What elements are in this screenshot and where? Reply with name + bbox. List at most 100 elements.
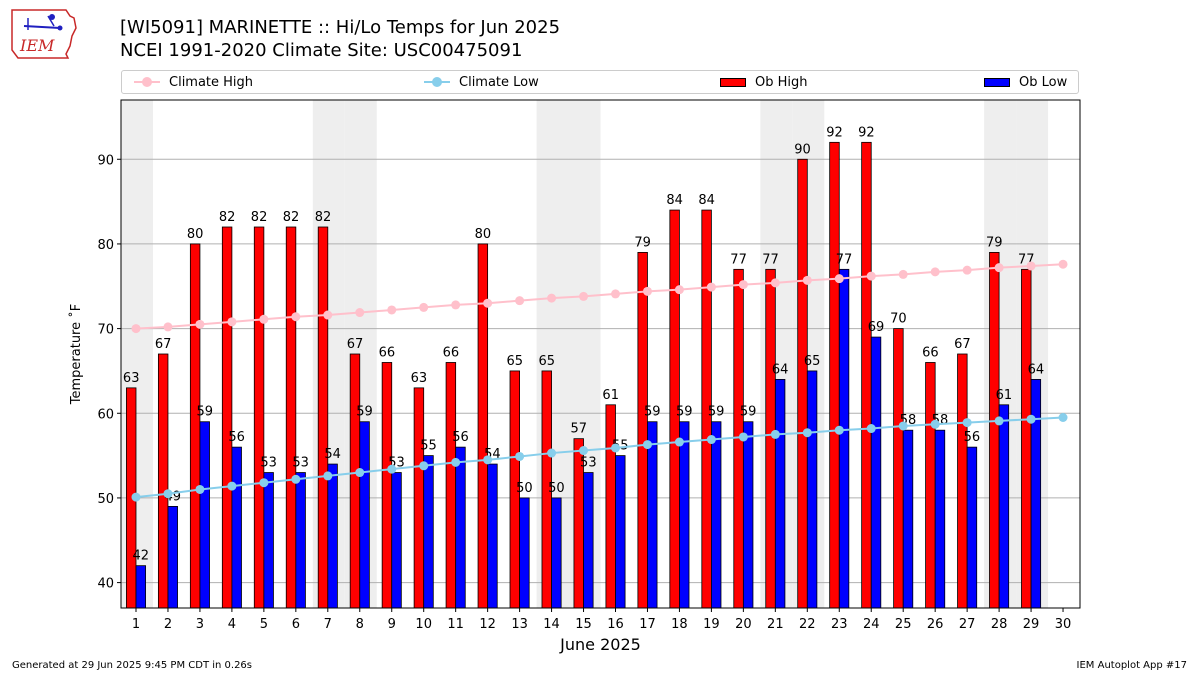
ob-low-label: 59 [740,405,757,420]
x-tick-label: 26 [927,617,944,632]
climate-low-point [994,416,1004,426]
ob-low-bar [167,505,178,609]
climate-high-point [515,296,525,306]
climate-high-point [802,275,812,285]
ob-high-label: 67 [155,337,172,352]
y-tick-label: 40 [97,577,114,592]
x-tick-label: 1 [132,617,140,632]
ob-high-bar [157,353,169,609]
x-tick-label: 5 [260,617,268,632]
ob-low-label: 59 [644,405,661,420]
ob-low-label: 50 [548,481,565,496]
climate-high-point [930,267,940,277]
climate-high-point [419,302,429,312]
ob-high-label: 84 [698,193,715,208]
climate-low-point [131,492,141,502]
climate-high-point [387,305,397,315]
ob-high-label: 67 [954,337,971,352]
ob-low-bar [199,421,210,609]
ob-high-label: 79 [634,235,651,250]
climate-low-point [323,471,333,481]
ob-high-label: 66 [922,345,939,360]
legend-climate-low: Climate Low [424,71,539,93]
y-tick-label: 80 [97,238,114,253]
ob-low-bar [742,421,754,609]
legend-ob-low-label: Ob Low [1019,74,1068,90]
x-tick-label: 30 [1055,617,1072,632]
climate-high-point [1058,259,1068,269]
climate-high-point [994,263,1004,273]
climate-low-point [1058,413,1068,422]
ob-low-bar [998,404,1010,609]
ob-high-label: 82 [283,210,300,225]
x-tick-label: 27 [959,617,976,632]
climate-high-point [898,269,908,279]
legend-climate-high-label: Climate High [169,74,254,90]
ob-low-bar [806,370,818,609]
climate-low-point [706,435,716,445]
ob-high-bar [221,226,233,609]
climate-high-line [135,263,1064,330]
x-axis-label: June 2025 [559,635,641,654]
climate-high-point [611,289,620,299]
ob-high-label: 77 [730,252,747,267]
iem-logo: IEM [11,9,77,59]
climate-low-point [355,468,365,478]
x-tick-label: 17 [639,617,656,632]
ob-high-label: 66 [379,345,396,360]
climate-low-point [1026,414,1036,424]
x-tick-label: 23 [831,617,848,632]
ob-low-label: 65 [804,354,821,369]
ob-low-bar [647,421,658,609]
ob-low-label: 54 [324,447,341,462]
ob-high-bar [989,251,1000,609]
x-tick-label: 4 [228,617,236,632]
x-tick-label: 12 [479,617,496,632]
x-tick-label: 11 [447,617,464,632]
ob-low-bar [231,446,242,609]
x-tick-label: 28 [991,617,1008,632]
ob-high-label: 80 [187,227,204,242]
climate-high-point [706,282,716,292]
x-tick-label: 7 [324,617,332,632]
app-credit: IEM Autoplot App #17 [1076,660,1187,671]
ob-high-label: 57 [570,422,587,437]
ob-high-bar [861,141,872,609]
ob-low-bar [455,446,466,609]
ob-low-label: 56 [964,430,981,445]
legend-ob-high-label: Ob High [755,74,808,90]
ob-low-bar [391,472,402,609]
ob-low-bar [583,472,594,609]
ob-low-label: 55 [420,439,437,454]
x-tick-label: 18 [671,617,688,632]
climate-high-point [291,312,301,322]
climate-low-point [611,443,620,453]
legend-ob-low: Ob Low [984,71,1067,93]
ob-low-bar [263,472,274,609]
ob-low-bar [838,268,850,609]
ob-low-bar [295,472,306,609]
chart-subtitle: NCEI 1991-2020 Climate Site: USC00475091 [120,40,523,61]
x-tick-label: 13 [511,617,528,632]
ob-low-label: 77 [836,252,853,267]
ob-high-bar [797,158,808,609]
climate-high-swatch [134,76,160,88]
climate-low-point [834,425,844,435]
ob-high-label: 61 [602,388,619,403]
climate-low-point [483,455,493,465]
ob-low-bar [902,429,914,609]
ob-low-label: 69 [868,320,885,335]
climate-low-point [547,448,557,458]
y-tick-label: 60 [97,407,114,422]
climate-high-point [738,280,748,290]
ob-high-label: 90 [794,142,811,157]
climate-high-point [547,293,557,303]
ob-high-bar [477,243,489,609]
y-tick-label: 70 [97,323,114,338]
climate-low-point [898,421,908,431]
ob-low-bar [711,421,722,609]
climate-low-point [930,419,940,429]
x-tick-label: 24 [863,617,880,632]
ob-low-label: 59 [708,405,725,420]
